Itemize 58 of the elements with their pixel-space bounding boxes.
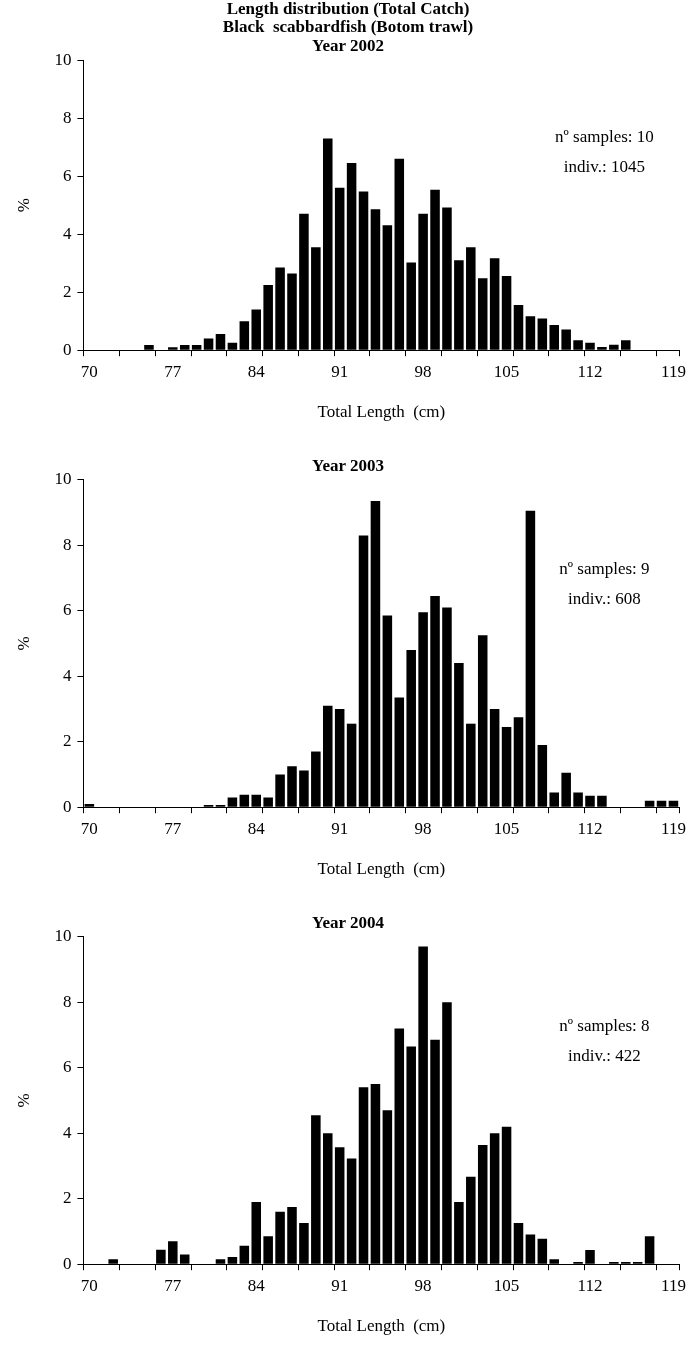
y-tick-label: 2 [62,731,72,751]
x-tick-label: 98 [414,361,432,381]
annotation: indiv.: 608 [568,588,641,608]
x-tick-label: 98 [414,1275,432,1295]
y-axis-title: % [13,1093,33,1108]
y-tick-label: 4 [62,665,72,685]
x-tick-label: 70 [80,818,98,838]
y-axis-title: % [13,198,33,213]
annotation: indiv.: 422 [568,1045,641,1065]
x-tick-label: 91 [331,818,349,838]
x-axis-title: Total Length (cm) [317,1316,446,1336]
x-tick-label: 105 [493,818,520,838]
x-tick-label: 84 [247,818,266,838]
x-tick-label: 77 [164,1275,182,1295]
x-tick-label: 112 [577,361,603,381]
annotation: nº samples: 9 [559,558,650,578]
x-tick-label: 112 [577,1275,603,1295]
annotation: indiv.: 1045 [563,157,645,177]
x-tick-label: 91 [331,1275,349,1295]
y-tick-label: 4 [62,1122,72,1142]
x-tick-label: 70 [80,361,98,381]
x-tick-label: 84 [247,361,266,381]
x-tick-label: 98 [414,818,432,838]
chart-title: Length distribution (Total Catch) [226,0,470,18]
y-tick-label: 0 [62,796,72,816]
x-axis-title: Total Length (cm) [317,402,446,422]
y-tick-label: 0 [62,1253,72,1273]
y-tick-label: 10 [54,49,72,69]
y-axis-title: % [13,636,33,651]
y-tick-label: 4 [62,223,72,243]
x-tick-label: 77 [164,818,182,838]
y-tick-label: 8 [62,107,72,127]
x-tick-label: 105 [493,361,520,381]
y-tick-label: 10 [54,926,72,946]
y-tick-label: 2 [62,281,72,301]
chart-title: Year 2004 [312,912,385,932]
chart-title: Year 2003 [312,455,384,475]
x-axis-title: Total Length (cm) [317,859,446,879]
y-tick-label: 8 [62,991,72,1011]
y-tick-label: 8 [62,534,72,554]
x-tick-label: 119 [661,818,686,838]
y-tick-label: 6 [62,1057,72,1077]
x-tick-label: 84 [247,1275,266,1295]
x-tick-label: 112 [577,818,603,838]
y-tick-label: 0 [62,339,72,359]
annotation: nº samples: 10 [555,127,654,147]
x-tick-label: 91 [331,361,349,381]
annotation: nº samples: 8 [559,1015,650,1035]
y-tick-label: 2 [62,1188,72,1208]
y-tick-label: 10 [54,469,72,489]
x-tick-label: 119 [661,1275,686,1295]
y-tick-label: 6 [62,165,72,185]
chart-subtitle: Black scabbardfish (Botom trawl) Year 2002 [222,17,474,56]
y-tick-label: 6 [62,600,72,620]
x-tick-label: 105 [493,1275,520,1295]
x-tick-label: 119 [661,361,686,381]
x-tick-label: 77 [164,361,182,381]
x-tick-label: 70 [80,1275,98,1295]
